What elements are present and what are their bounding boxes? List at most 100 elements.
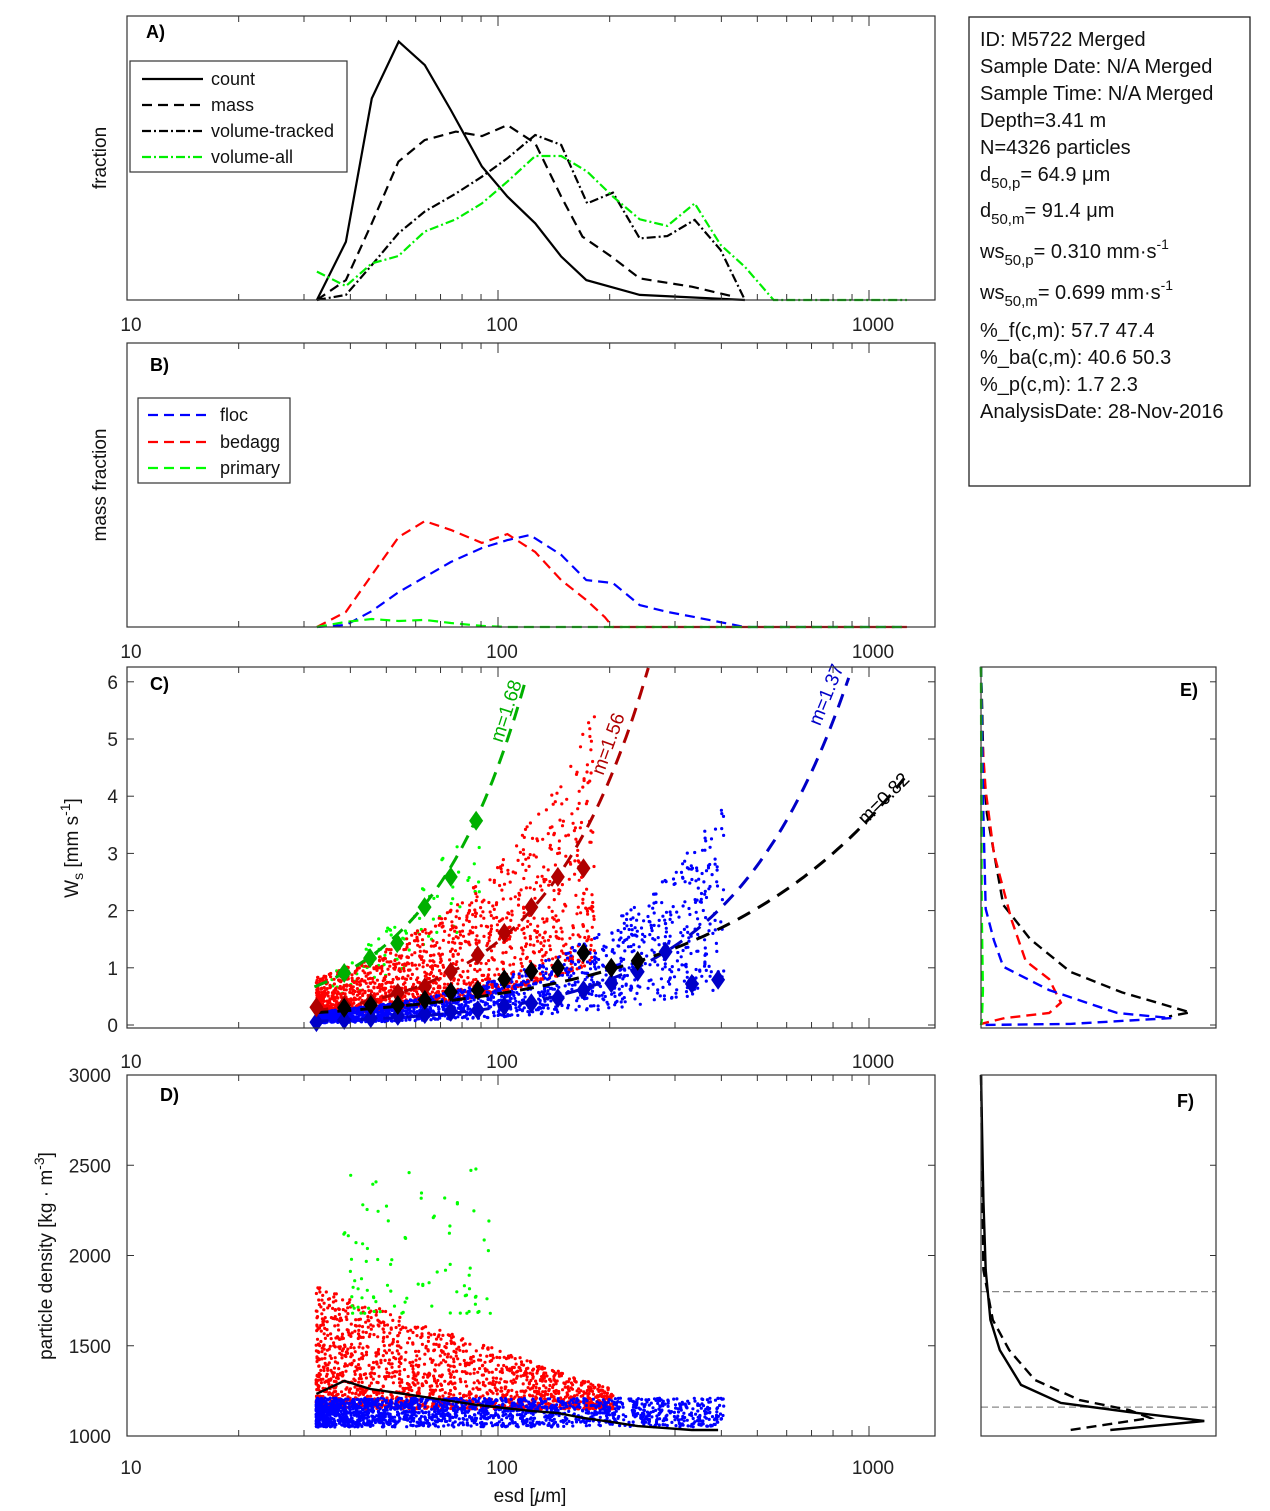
scatter-point-floc bbox=[593, 955, 597, 959]
scatter-point-bedagg bbox=[423, 928, 427, 932]
scatter-point-bedagg bbox=[341, 1336, 345, 1340]
scatter-point-bedagg bbox=[541, 954, 545, 958]
scatter-point-bedagg bbox=[343, 1353, 347, 1358]
scatter-point-bedagg bbox=[360, 1306, 364, 1310]
scatter-point-floc bbox=[659, 977, 664, 981]
scatter-point-bedagg bbox=[398, 1384, 402, 1388]
y-tick-label-c: 5 bbox=[107, 730, 118, 751]
x-tick-label-a: 100 bbox=[486, 315, 518, 336]
scatter-point-bedagg bbox=[328, 997, 332, 1002]
scatter-point-bedagg bbox=[427, 1331, 431, 1335]
scatter-point-bedagg bbox=[552, 898, 556, 902]
info-line: %_ba(c,m): 40.6 50.3 bbox=[980, 347, 1171, 369]
scatter-point-floc bbox=[602, 944, 606, 948]
scatter-point-bedagg bbox=[537, 1386, 542, 1391]
scatter-point-floc bbox=[663, 965, 667, 969]
scatter-point-bedagg bbox=[416, 943, 420, 947]
scatter-point-bedagg bbox=[467, 1396, 472, 1400]
scatter-point-bedagg bbox=[510, 909, 514, 913]
scatter-point-bedagg bbox=[522, 911, 526, 915]
scatter-point-bedagg bbox=[456, 982, 460, 986]
scatter-point-floc bbox=[517, 1000, 521, 1004]
scatter-point-bedagg bbox=[528, 943, 532, 947]
scatter-point-floc bbox=[664, 930, 669, 934]
scatter-point-floc bbox=[407, 1017, 411, 1021]
scatter-point-bedagg bbox=[562, 1381, 566, 1385]
x-tick-label-a: 10 bbox=[120, 315, 141, 336]
scatter-point-bedagg bbox=[438, 1354, 442, 1358]
scatter-point-bedagg bbox=[513, 956, 517, 960]
scatter-point-floc bbox=[686, 945, 690, 949]
scatter-point-bedagg bbox=[319, 1368, 323, 1372]
scatter-point-bedagg bbox=[557, 851, 562, 855]
scatter-point-bedagg bbox=[410, 933, 414, 937]
scatter-point-floc bbox=[689, 864, 693, 868]
scatter-point-floc bbox=[629, 944, 633, 949]
scatter-point-bedagg bbox=[458, 1362, 462, 1366]
scatter-point-bedagg bbox=[388, 964, 392, 968]
scatter-point-floc bbox=[703, 946, 707, 950]
scatter-point-floc bbox=[604, 954, 609, 958]
scatter-point-bedagg bbox=[332, 982, 336, 986]
scatter-point-bedagg bbox=[432, 1349, 436, 1353]
scatter-point-bedagg bbox=[564, 942, 568, 946]
scatter-point-floc bbox=[638, 1002, 642, 1006]
scatter-point-bedagg bbox=[456, 1357, 460, 1361]
scatter-point-bedagg bbox=[501, 951, 505, 955]
scatter-point-floc bbox=[465, 995, 469, 999]
scatter-point-floc bbox=[516, 1013, 520, 1018]
scatter-point-bedagg bbox=[492, 916, 496, 920]
scatter-point-floc bbox=[618, 968, 622, 972]
scatter-point-bedagg bbox=[528, 937, 533, 941]
scatter-point-bedagg bbox=[397, 1352, 401, 1356]
scatter-point-bedagg bbox=[353, 1329, 357, 1333]
scatter-point-floc bbox=[604, 973, 608, 977]
scatter-point-floc bbox=[493, 984, 497, 988]
scatter-point-bedagg bbox=[387, 1358, 392, 1362]
scatter-point-bedagg bbox=[584, 802, 589, 806]
scatter-point-bedagg bbox=[327, 1382, 331, 1386]
scatter-point-bedagg bbox=[434, 1337, 439, 1341]
scatter-point-floc bbox=[695, 866, 699, 870]
y-tick-label-c: 6 bbox=[107, 673, 118, 694]
scatter-point-bedagg bbox=[461, 934, 466, 938]
legend-b: floc bedagg primary bbox=[137, 397, 291, 484]
scatter-point-floc bbox=[485, 1002, 489, 1006]
scatter-point-bedagg bbox=[575, 1393, 579, 1397]
scatter-point-floc bbox=[512, 994, 516, 998]
scatter-point-floc bbox=[672, 975, 677, 979]
scatter-point-floc bbox=[538, 1001, 542, 1005]
scatter-point-bedagg bbox=[571, 821, 575, 825]
scatter-point-bedagg bbox=[560, 802, 564, 806]
scatter-point-bedagg bbox=[489, 927, 493, 931]
scatter-point-bedagg bbox=[443, 982, 447, 986]
scatter-point-bedagg bbox=[410, 972, 414, 977]
scatter-point-bedagg bbox=[368, 1384, 372, 1388]
scatter-point-floc bbox=[704, 869, 709, 873]
scatter-point-bedagg bbox=[396, 1334, 400, 1338]
scatter-point-bedagg bbox=[543, 939, 547, 943]
scatter-point-bedagg bbox=[350, 1391, 354, 1395]
scatter-point-bedagg bbox=[532, 916, 536, 920]
scatter-point-bedagg bbox=[547, 905, 551, 909]
scatter-point-bedagg bbox=[588, 958, 592, 962]
scatter-point-floc bbox=[544, 971, 548, 976]
scatter-point-bedagg bbox=[439, 921, 443, 926]
scatter-point-floc bbox=[667, 941, 671, 945]
scatter-point-bedagg bbox=[586, 912, 590, 916]
scatter-point-primary bbox=[455, 845, 459, 849]
scatter-point-floc bbox=[472, 998, 476, 1002]
scatter-point-floc bbox=[629, 923, 633, 928]
scatter-point-bedagg bbox=[567, 1377, 572, 1381]
scatter-point-floc bbox=[668, 968, 672, 972]
scatter-point-bedagg bbox=[363, 971, 367, 975]
info-line: AnalysisDate: 28-Nov-2016 bbox=[980, 401, 1223, 423]
scatter-point-floc bbox=[436, 994, 441, 998]
scatter-point-bedagg bbox=[470, 901, 474, 905]
scatter-point-bedagg bbox=[357, 1357, 361, 1361]
scatter-point-floc bbox=[679, 931, 683, 935]
scatter-point-floc bbox=[570, 987, 574, 992]
scatter-point-floc bbox=[546, 1006, 550, 1010]
scatter-point-bedagg bbox=[332, 989, 336, 993]
scatter-point-floc bbox=[455, 1001, 459, 1005]
